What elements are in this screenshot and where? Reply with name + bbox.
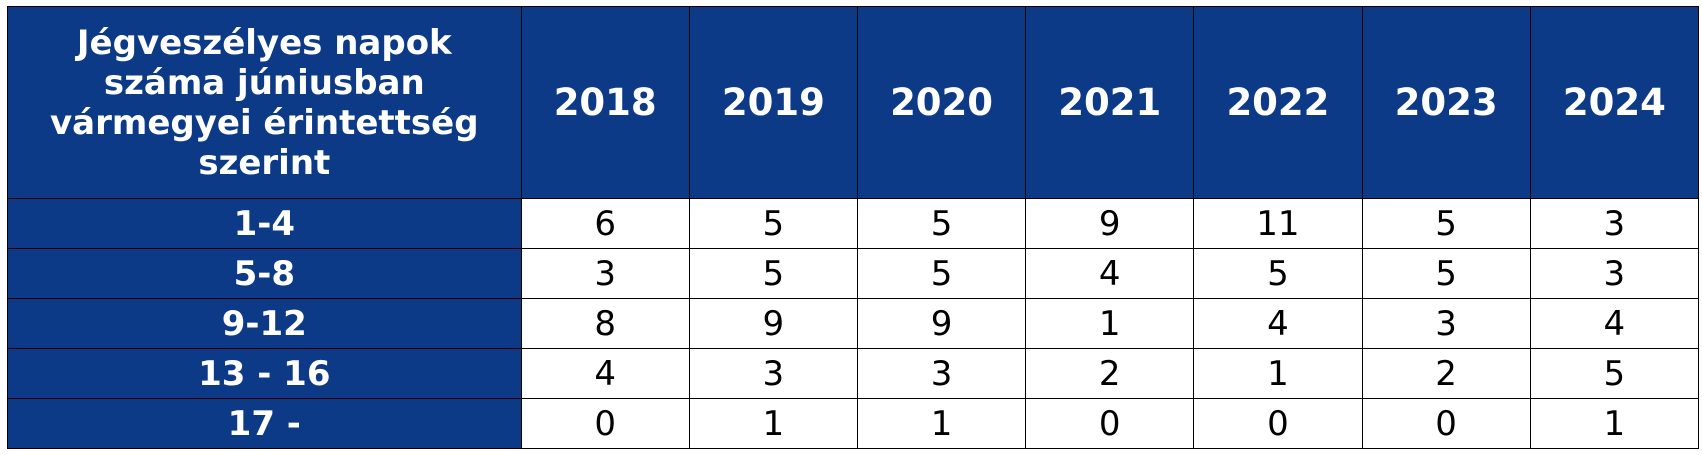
value-cell-2020: 3 xyxy=(856,348,1027,399)
value-cell-2021: 0 xyxy=(1025,398,1195,449)
value-cell-2020: 1 xyxy=(856,398,1027,449)
year-header-2022: 2022 xyxy=(1193,6,1363,199)
year-header-2024: 2024 xyxy=(1529,6,1700,199)
value-cell-2019: 5 xyxy=(688,248,858,299)
value-cell-2023: 5 xyxy=(1361,248,1531,299)
year-header-2018: 2018 xyxy=(520,6,690,199)
table-wrapper: Jégveszélyes napok száma júniusban várme… xyxy=(7,6,1700,449)
value-cell-2020: 9 xyxy=(856,298,1027,349)
row-label: 1-4 xyxy=(7,198,522,249)
value-cell-2019: 1 xyxy=(688,398,858,449)
value-cell-2020: 5 xyxy=(856,248,1027,299)
year-header-2023: 2023 xyxy=(1361,6,1531,199)
table-row: 13 - 16 4 3 3 2 1 2 5 xyxy=(7,348,1700,399)
value-cell-2023: 3 xyxy=(1361,298,1531,349)
value-cell-2018: 6 xyxy=(520,198,690,249)
value-cell-2024: 4 xyxy=(1529,298,1700,349)
value-cell-2018: 8 xyxy=(520,298,690,349)
value-cell-2021: 4 xyxy=(1025,248,1195,299)
value-cell-2022: 11 xyxy=(1193,198,1363,249)
value-cell-2024: 1 xyxy=(1529,398,1700,449)
value-cell-2018: 0 xyxy=(520,398,690,449)
year-header-2020: 2020 xyxy=(856,6,1027,199)
value-cell-2024: 3 xyxy=(1529,248,1700,299)
value-cell-2018: 4 xyxy=(520,348,690,399)
table-row: 9-12 8 9 9 1 4 3 4 xyxy=(7,298,1700,349)
table-body: 1-4 6 5 5 9 11 5 3 5-8 3 5 5 4 5 5 3 9-12 8 9 9 1 4 3 4 13 - 16 4… xyxy=(7,198,1700,449)
value-cell-2023: 5 xyxy=(1361,198,1531,249)
value-cell-2018: 3 xyxy=(520,248,690,299)
value-cell-2022: 4 xyxy=(1193,298,1363,349)
row-label: 17 - xyxy=(7,398,522,449)
value-cell-2019: 3 xyxy=(688,348,858,399)
value-cell-2022: 0 xyxy=(1193,398,1363,449)
value-cell-2022: 1 xyxy=(1193,348,1363,399)
row-label: 5-8 xyxy=(7,248,522,299)
corner-header: Jégveszélyes napok száma júniusban várme… xyxy=(7,6,522,199)
value-cell-2024: 5 xyxy=(1529,348,1700,399)
ice-danger-days-table: Jégveszélyes napok száma júniusban várme… xyxy=(7,6,1700,449)
table-row: 5-8 3 5 5 4 5 5 3 xyxy=(7,248,1700,299)
row-label: 13 - 16 xyxy=(7,348,522,399)
year-header-2021: 2021 xyxy=(1025,6,1195,199)
row-label: 9-12 xyxy=(7,298,522,349)
value-cell-2021: 2 xyxy=(1025,348,1195,399)
value-cell-2022: 5 xyxy=(1193,248,1363,299)
value-cell-2019: 5 xyxy=(688,198,858,249)
value-cell-2023: 0 xyxy=(1361,398,1531,449)
value-cell-2021: 1 xyxy=(1025,298,1195,349)
header-row: Jégveszélyes napok száma júniusban várme… xyxy=(7,6,1700,199)
value-cell-2023: 2 xyxy=(1361,348,1531,399)
year-header-2019: 2019 xyxy=(688,6,858,199)
value-cell-2021: 9 xyxy=(1025,198,1195,249)
value-cell-2019: 9 xyxy=(688,298,858,349)
value-cell-2020: 5 xyxy=(856,198,1027,249)
table-row: 1-4 6 5 5 9 11 5 3 xyxy=(7,198,1700,249)
value-cell-2024: 3 xyxy=(1529,198,1700,249)
